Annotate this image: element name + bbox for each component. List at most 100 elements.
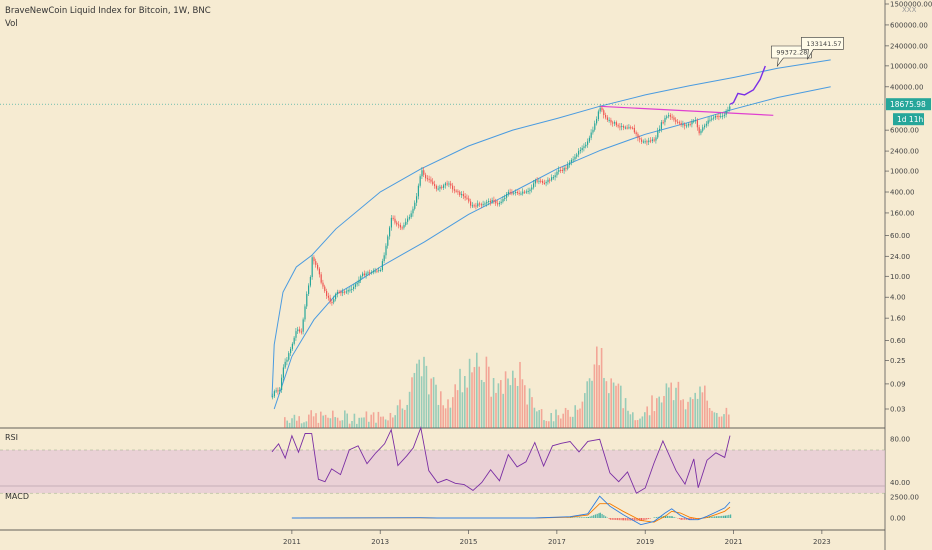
candle-body bbox=[534, 180, 536, 184]
volume-bar bbox=[648, 415, 651, 428]
candle-body bbox=[646, 141, 648, 143]
candle-body bbox=[513, 192, 515, 194]
candle-body bbox=[585, 144, 587, 147]
volume-bar bbox=[466, 387, 468, 428]
candle-body bbox=[531, 187, 533, 190]
volume-bar bbox=[665, 383, 668, 428]
candle-body bbox=[626, 127, 628, 129]
volume-bar bbox=[461, 392, 464, 428]
candle-body bbox=[286, 359, 288, 362]
candle-body bbox=[300, 331, 302, 333]
volume-bar bbox=[550, 413, 552, 428]
candle-body bbox=[727, 109, 729, 112]
macd-histogram-bar bbox=[666, 515, 669, 518]
y-tick-label: 400.00 bbox=[890, 189, 915, 197]
candle-body bbox=[615, 122, 617, 126]
volume-bar bbox=[380, 416, 382, 428]
candle-body bbox=[540, 180, 542, 182]
volume-bar bbox=[420, 376, 423, 428]
volume-bar bbox=[454, 384, 456, 428]
candle-body bbox=[574, 156, 576, 160]
candle-body bbox=[450, 183, 452, 186]
candle-body bbox=[277, 390, 279, 392]
candle-body bbox=[603, 110, 605, 116]
candle-body bbox=[408, 217, 410, 219]
volume-bar bbox=[574, 405, 576, 428]
volume-bar bbox=[476, 352, 478, 428]
candle-body bbox=[479, 203, 481, 205]
macd-histogram-bar bbox=[589, 516, 591, 518]
y-tick-label: 24.00 bbox=[890, 253, 910, 261]
macd-histogram-bar bbox=[657, 516, 659, 518]
volume-bar bbox=[663, 395, 665, 428]
candle-body bbox=[583, 146, 585, 148]
candle-body bbox=[551, 177, 553, 181]
candle-body bbox=[369, 272, 371, 274]
volume-bar bbox=[399, 399, 401, 428]
volume-bar bbox=[533, 407, 536, 428]
macd-histogram-bar bbox=[649, 518, 651, 519]
candle-body bbox=[619, 126, 621, 128]
macd-histogram-bar bbox=[599, 512, 601, 518]
candle-body bbox=[416, 196, 418, 203]
candle-body bbox=[425, 174, 427, 179]
candle-body bbox=[493, 200, 495, 202]
candle-body bbox=[529, 189, 531, 192]
x-tick-label: 2011 bbox=[283, 538, 301, 546]
candle-body bbox=[304, 306, 306, 320]
candle-body bbox=[380, 270, 382, 272]
macd-histogram-bar bbox=[671, 516, 673, 518]
candle-body bbox=[405, 221, 407, 225]
candle-body bbox=[421, 170, 423, 177]
macd-histogram-bar bbox=[728, 514, 730, 518]
candle-body bbox=[662, 122, 664, 124]
volume-bar bbox=[296, 420, 298, 428]
volume-bar bbox=[627, 410, 629, 428]
candle-body bbox=[687, 124, 689, 126]
candle-body bbox=[275, 390, 277, 392]
volume-bar bbox=[588, 378, 591, 428]
volume-bar bbox=[708, 408, 711, 428]
volume-bar bbox=[687, 401, 689, 428]
volume-bar bbox=[442, 405, 444, 428]
volume-bar bbox=[677, 381, 680, 428]
macd-histogram-bar bbox=[644, 518, 646, 520]
candle-body bbox=[317, 264, 319, 269]
volume-bar bbox=[456, 390, 459, 428]
candle-body bbox=[338, 291, 340, 293]
candle-body bbox=[320, 274, 322, 283]
volume-bar bbox=[605, 381, 608, 428]
y-tick-label: 100000.00 bbox=[890, 62, 928, 70]
volume-bar bbox=[430, 378, 432, 428]
volume-bar bbox=[706, 400, 708, 428]
candle-body bbox=[570, 159, 572, 163]
candle-body bbox=[572, 159, 574, 161]
candle-body bbox=[291, 343, 293, 349]
x-tick-label: 2023 bbox=[813, 538, 831, 546]
candle-body bbox=[610, 119, 612, 123]
candle-body bbox=[590, 132, 592, 138]
channel-lower-curve bbox=[273, 86, 831, 410]
candle-body bbox=[533, 183, 535, 188]
macd-histogram-bar bbox=[635, 518, 637, 521]
candle-body bbox=[588, 137, 590, 142]
macd-histogram-bar bbox=[726, 515, 728, 518]
macd-histogram-bar bbox=[685, 518, 688, 520]
candle-body bbox=[414, 202, 416, 209]
candle-body bbox=[682, 124, 684, 126]
candle-body bbox=[597, 111, 599, 120]
volume-bar bbox=[692, 399, 694, 428]
volume-bar bbox=[488, 366, 490, 428]
y-tick-label: 1000.00 bbox=[890, 168, 919, 176]
candle-body bbox=[419, 176, 421, 186]
candle-body bbox=[693, 120, 695, 122]
candle-body bbox=[297, 329, 299, 332]
volume-bar bbox=[600, 348, 603, 428]
candle-body bbox=[356, 283, 358, 285]
macd-tick-label: 2500.00 bbox=[890, 494, 919, 502]
candle-body bbox=[470, 201, 472, 206]
candle-body bbox=[709, 119, 711, 121]
macd-histogram-bar bbox=[620, 518, 622, 521]
candle-body bbox=[502, 199, 504, 202]
